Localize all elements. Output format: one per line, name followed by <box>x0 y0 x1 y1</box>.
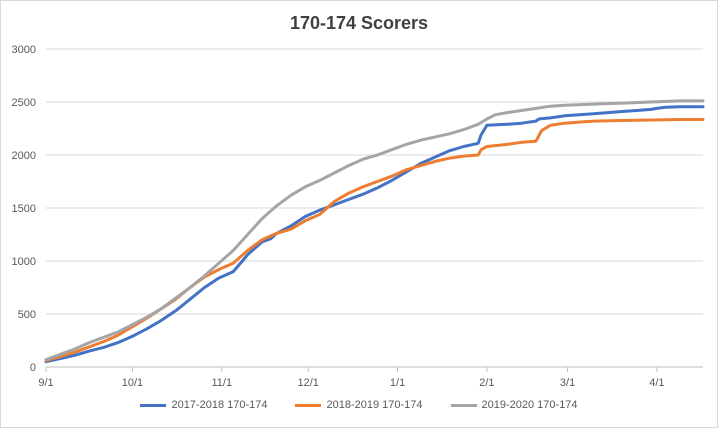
y-tick-label: 2000 <box>12 150 36 162</box>
legend-label: 2019-2020 170-174 <box>481 399 578 411</box>
legend-swatch <box>140 403 167 407</box>
legend-label: 2017-2018 170-174 <box>171 399 268 411</box>
x-tick-label: 2/1 <box>479 377 494 389</box>
y-tick-label: 0 <box>30 362 36 374</box>
y-tick-label: 3000 <box>12 44 36 56</box>
legend-swatch <box>295 403 322 407</box>
legend-swatch <box>450 403 477 407</box>
chart-legend: 2017-2018 170-174 2018-2019 170-174 2019-2… <box>1 399 717 411</box>
y-tick-label: 500 <box>18 309 36 321</box>
x-tick-label: 4/1 <box>649 377 664 389</box>
y-tick-label: 1500 <box>12 203 36 215</box>
series-line <box>44 99 705 362</box>
legend-item: 2018-2019 170-174 <box>295 399 423 411</box>
legend-item: 2017-2018 170-174 <box>140 399 267 411</box>
legend-label: 2018-2019 170-174 <box>326 399 423 411</box>
x-tick-label: 9/1 <box>38 377 53 389</box>
legend-item: 2019-2020 170-174 <box>450 399 578 411</box>
x-tick-label: 11/1 <box>211 377 232 389</box>
y-tick-label: 2500 <box>12 97 36 109</box>
x-tick-label: 12/1 <box>298 377 319 389</box>
series-line <box>44 105 705 364</box>
y-tick-label: 1000 <box>12 256 36 268</box>
x-tick-label: 1/1 <box>390 377 405 389</box>
chart-title: 170-174 Scorers <box>289 13 429 33</box>
x-tick-label: 3/1 <box>560 377 575 389</box>
x-tick-label: 10/1 <box>122 377 143 389</box>
